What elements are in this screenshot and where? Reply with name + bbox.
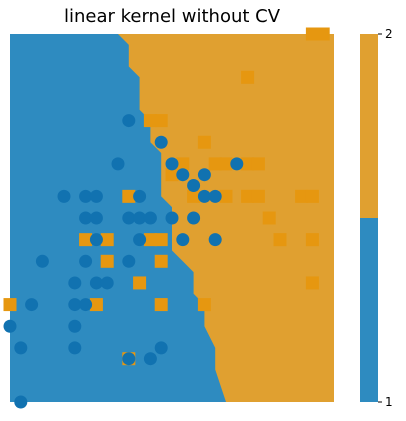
data-point-class-1	[197, 189, 211, 203]
data-point-class-2	[3, 298, 17, 312]
data-point-class-1	[14, 395, 28, 409]
data-point-class-1	[122, 352, 136, 366]
data-point-class-2	[165, 168, 179, 182]
data-point-class-2	[273, 233, 287, 247]
data-point-class-1	[79, 211, 93, 225]
data-point-class-1	[89, 233, 103, 247]
data-point-class-2	[219, 157, 233, 171]
data-point-class-1	[89, 276, 103, 290]
colorbar-tick-label: 2	[385, 27, 393, 41]
data-point-class-1	[79, 254, 93, 268]
data-point-class-1	[100, 276, 114, 290]
data-point-class-2	[154, 254, 168, 268]
data-point-class-2	[143, 233, 157, 247]
data-point-class-2	[133, 276, 147, 290]
data-point-class-1	[187, 211, 201, 225]
data-point-class-1	[154, 135, 168, 149]
data-point-class-2	[241, 157, 255, 171]
data-point-class-2	[187, 189, 201, 203]
data-point-class-1	[68, 276, 82, 290]
data-point-class-2	[262, 211, 276, 225]
data-point-class-1	[57, 189, 71, 203]
colorbar-segment-2	[360, 34, 378, 218]
data-point-class-1	[25, 298, 39, 312]
data-point-class-2	[122, 189, 136, 203]
data-point-class-1	[122, 211, 136, 225]
data-point-class-1	[68, 298, 82, 312]
data-point-class-2	[305, 276, 319, 290]
data-point-class-2	[316, 27, 330, 41]
data-point-class-1	[143, 352, 157, 366]
data-point-class-1	[187, 179, 201, 193]
data-point-class-2	[176, 157, 190, 171]
data-point-class-2	[208, 157, 222, 171]
data-point-class-1	[14, 341, 28, 355]
data-point-class-2	[197, 298, 211, 312]
data-point-class-1	[122, 254, 136, 268]
data-point-class-1	[230, 157, 244, 171]
data-point-class-2	[219, 189, 233, 203]
data-point-class-2	[143, 114, 157, 128]
data-point-class-2	[305, 189, 319, 203]
data-point-class-1	[79, 298, 93, 312]
data-point-class-1	[165, 157, 179, 171]
data-point-class-1	[176, 168, 190, 182]
data-point-class-1	[154, 341, 168, 355]
colorbar: 12	[360, 27, 393, 409]
chart-title: linear kernel without CV	[63, 6, 281, 27]
region-class-1	[10, 34, 226, 402]
data-point-class-2	[251, 157, 265, 171]
data-point-class-1	[165, 211, 179, 225]
data-point-class-1	[79, 189, 93, 203]
data-point-class-1	[133, 189, 147, 203]
data-point-class-1	[133, 233, 147, 247]
data-point-class-1	[111, 157, 125, 171]
plot-area	[3, 27, 334, 409]
data-point-class-1	[68, 341, 82, 355]
data-point-class-1	[3, 319, 17, 333]
data-point-class-1	[133, 211, 147, 225]
data-point-class-2	[100, 233, 114, 247]
data-point-class-2	[197, 135, 211, 149]
data-point-class-1	[197, 168, 211, 182]
data-point-class-1	[143, 211, 157, 225]
data-point-class-1	[208, 233, 222, 247]
data-point-class-1	[122, 114, 136, 128]
data-point-class-2	[241, 70, 255, 84]
data-point-class-1	[35, 254, 49, 268]
data-point-class-2	[154, 298, 168, 312]
data-point-class-1	[68, 319, 82, 333]
data-point-class-1	[176, 233, 190, 247]
data-point-class-2	[241, 189, 255, 203]
data-point-class-2	[100, 254, 114, 268]
colorbar-segment-1	[360, 218, 378, 402]
data-point-class-2	[305, 233, 319, 247]
data-point-class-2	[154, 233, 168, 247]
data-point-class-2	[89, 298, 103, 312]
data-point-class-2	[305, 27, 319, 41]
colorbar-tick-label: 1	[385, 395, 393, 409]
data-point-class-2	[295, 189, 309, 203]
data-point-class-1	[208, 189, 222, 203]
data-point-class-2	[79, 233, 93, 247]
data-point-class-1	[89, 211, 103, 225]
data-point-class-2	[154, 114, 168, 128]
data-point-class-1	[89, 189, 103, 203]
data-point-class-2	[251, 189, 265, 203]
